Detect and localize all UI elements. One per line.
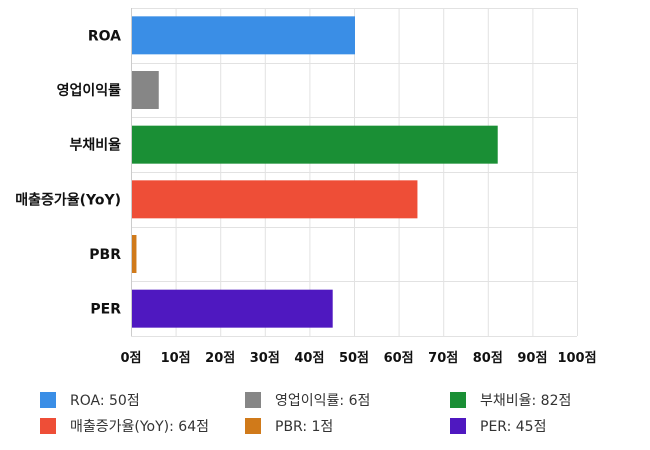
x-tick-label: 70점 xyxy=(428,351,458,366)
category-label: 부채비율 xyxy=(69,137,121,154)
legend-swatch-operating-margin xyxy=(245,392,261,408)
legend-label-sales-growth: 매출증가율(YoY): 64점 xyxy=(70,419,209,435)
x-tick-label: 50점 xyxy=(339,351,369,366)
legend-label-operating-margin: 영업이익률: 6점 xyxy=(275,393,371,409)
legend-item-sales-growth: 매출증가율(YoY): 64점 xyxy=(40,416,245,436)
bar xyxy=(132,289,333,328)
x-tick-label: 60점 xyxy=(384,351,414,366)
category-label: PER xyxy=(90,302,121,318)
x-tick-label: 40점 xyxy=(294,351,324,366)
legend: ROA: 50점 영업이익률: 6점 부채비율: 82점 매출증가율(YoY):… xyxy=(40,390,640,436)
legend-swatch-sales-growth xyxy=(40,418,56,434)
legend-item-roa: ROA: 50점 xyxy=(40,390,245,410)
legend-label-debt-ratio: 부채비율: 82점 xyxy=(480,393,572,409)
bar xyxy=(132,125,498,164)
x-tick-label: 100점 xyxy=(557,351,596,366)
legend-label-pbr: PBR: 1점 xyxy=(275,419,334,435)
x-tick-label: 0점 xyxy=(120,351,141,366)
legend-label-per: PER: 45점 xyxy=(480,419,547,435)
bar xyxy=(132,180,418,219)
x-tick-label: 30점 xyxy=(250,351,280,366)
x-tick-label: 20점 xyxy=(205,351,235,366)
x-tick-label: 90점 xyxy=(517,351,547,366)
legend-item-per: PER: 45점 xyxy=(450,416,640,436)
legend-swatch-debt-ratio xyxy=(450,392,466,408)
bar xyxy=(132,16,355,55)
bar xyxy=(132,71,159,109)
bar xyxy=(132,235,137,273)
category-label: ROA xyxy=(88,28,121,44)
legend-item-operating-margin: 영업이익률: 6점 xyxy=(245,390,450,410)
category-label: 매출증가율(YoY) xyxy=(15,191,121,208)
category-label: PBR xyxy=(89,247,121,263)
legend-label-roa: ROA: 50점 xyxy=(70,393,140,409)
legend-swatch-pbr xyxy=(245,418,261,434)
legend-swatch-per xyxy=(450,418,466,434)
legend-swatch-roa xyxy=(40,392,56,408)
legend-item-debt-ratio: 부채비율: 82점 xyxy=(450,390,640,410)
category-label: 영업이익률 xyxy=(57,82,122,99)
x-tick-label: 80점 xyxy=(473,351,503,366)
legend-item-pbr: PBR: 1점 xyxy=(245,416,450,436)
x-tick-label: 10점 xyxy=(161,351,191,366)
